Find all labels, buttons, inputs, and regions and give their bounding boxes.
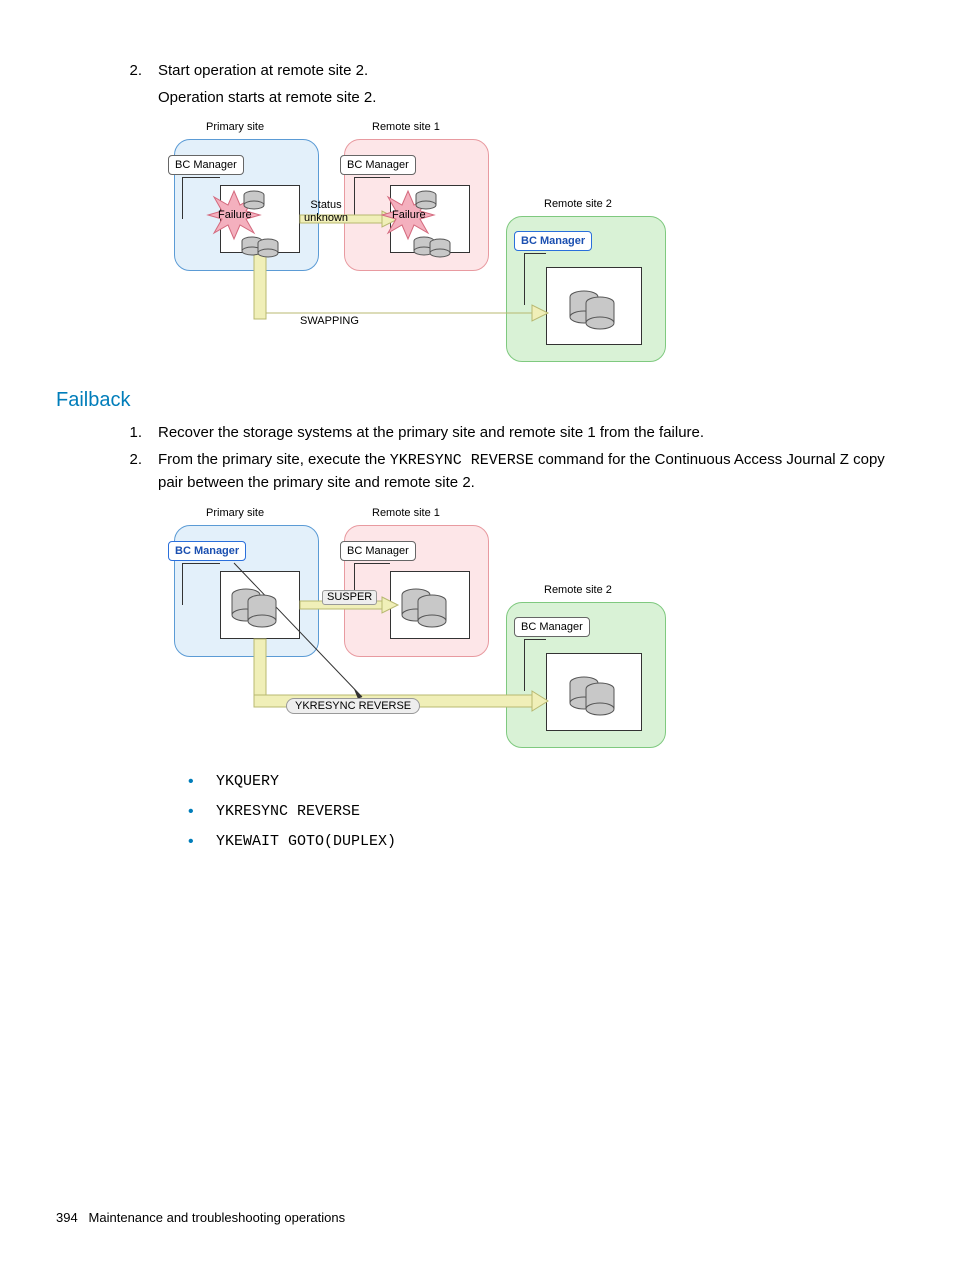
command-list: • YKQUERY • YKRESYNC REVERSE • YKEWAIT G… [56, 771, 898, 854]
remote2-bc-badge-2: BC Manager [514, 617, 590, 637]
susper-label: SUSPER [322, 590, 377, 605]
primary-site-label: Primary site [206, 121, 264, 133]
status-unknown-label: Status unknown [304, 199, 348, 225]
failback-step-1: 1. Recover the storage systems at the pr… [56, 422, 898, 445]
primary-site-label-2: Primary site [206, 507, 264, 519]
primary-bracket-2 [182, 563, 220, 605]
remote2-bracket [524, 253, 546, 305]
remote2-site-label: Remote site 2 [544, 198, 612, 210]
fb-step1-text: Recover the storage systems at the prima… [158, 422, 898, 445]
remote1-storage-2 [390, 571, 470, 639]
failback-step-2: 2. From the primary site, execute the YK… [56, 449, 898, 495]
failure1-label: Failure [218, 209, 252, 222]
primary-bc-badge-2: BC Manager [168, 541, 246, 561]
diagram-failback: Primary site Remote site 1 Remote site 2… [164, 505, 684, 755]
primary-storage-2 [220, 571, 300, 639]
page-number: 394 [56, 1210, 78, 1225]
bullet-dot-icon: • [188, 771, 216, 793]
remote1-bc-badge-2: BC Manager [340, 541, 416, 561]
bullet-ykewait: • YKEWAIT GOTO(DUPLEX) [188, 831, 898, 853]
primary-bracket [182, 177, 220, 219]
fb-step1-num: 1. [118, 422, 158, 445]
remote1-bracket [354, 177, 390, 219]
remote1-site-label-2: Remote site 1 [372, 507, 440, 519]
failure2-label: Failure [392, 209, 426, 222]
primary-bc-badge: BC Manager [168, 155, 244, 175]
remote1-bc-badge: BC Manager [340, 155, 416, 175]
diagram-failover: Primary site Remote site 1 Remote site 2… [164, 119, 684, 369]
failback-heading: Failback [56, 389, 898, 412]
ykresync-reverse-label: YKRESYNC REVERSE [286, 698, 420, 714]
fb-step2-text: From the primary site, execute the YKRES… [158, 449, 898, 495]
bullet-dot-icon: • [188, 801, 216, 823]
remote2-storage [546, 267, 642, 345]
step-2: 2. Start operation at remote site 2. [56, 60, 898, 83]
remote2-storage-2 [546, 653, 642, 731]
fb-step2-num: 2. [118, 449, 158, 495]
bullet-ykquery: • YKQUERY [188, 771, 898, 793]
remote1-site-label: Remote site 1 [372, 121, 440, 133]
swapping-label: SWAPPING [300, 315, 359, 327]
remote2-bracket-2 [524, 639, 546, 691]
bullet-ykresync: • YKRESYNC REVERSE [188, 801, 898, 823]
step-2-num: 2. [118, 60, 158, 83]
remote2-bc-badge: BC Manager [514, 231, 592, 251]
step-2-sub: Operation starts at remote site 2. [56, 87, 898, 110]
page-footer: 394 Maintenance and troubleshooting oper… [56, 1210, 345, 1225]
footer-title: Maintenance and troubleshooting operatio… [89, 1210, 346, 1225]
bullet-dot-icon: • [188, 831, 216, 853]
remote2-site-label-2: Remote site 2 [544, 584, 612, 596]
step-2-text: Start operation at remote site 2. [158, 60, 898, 83]
